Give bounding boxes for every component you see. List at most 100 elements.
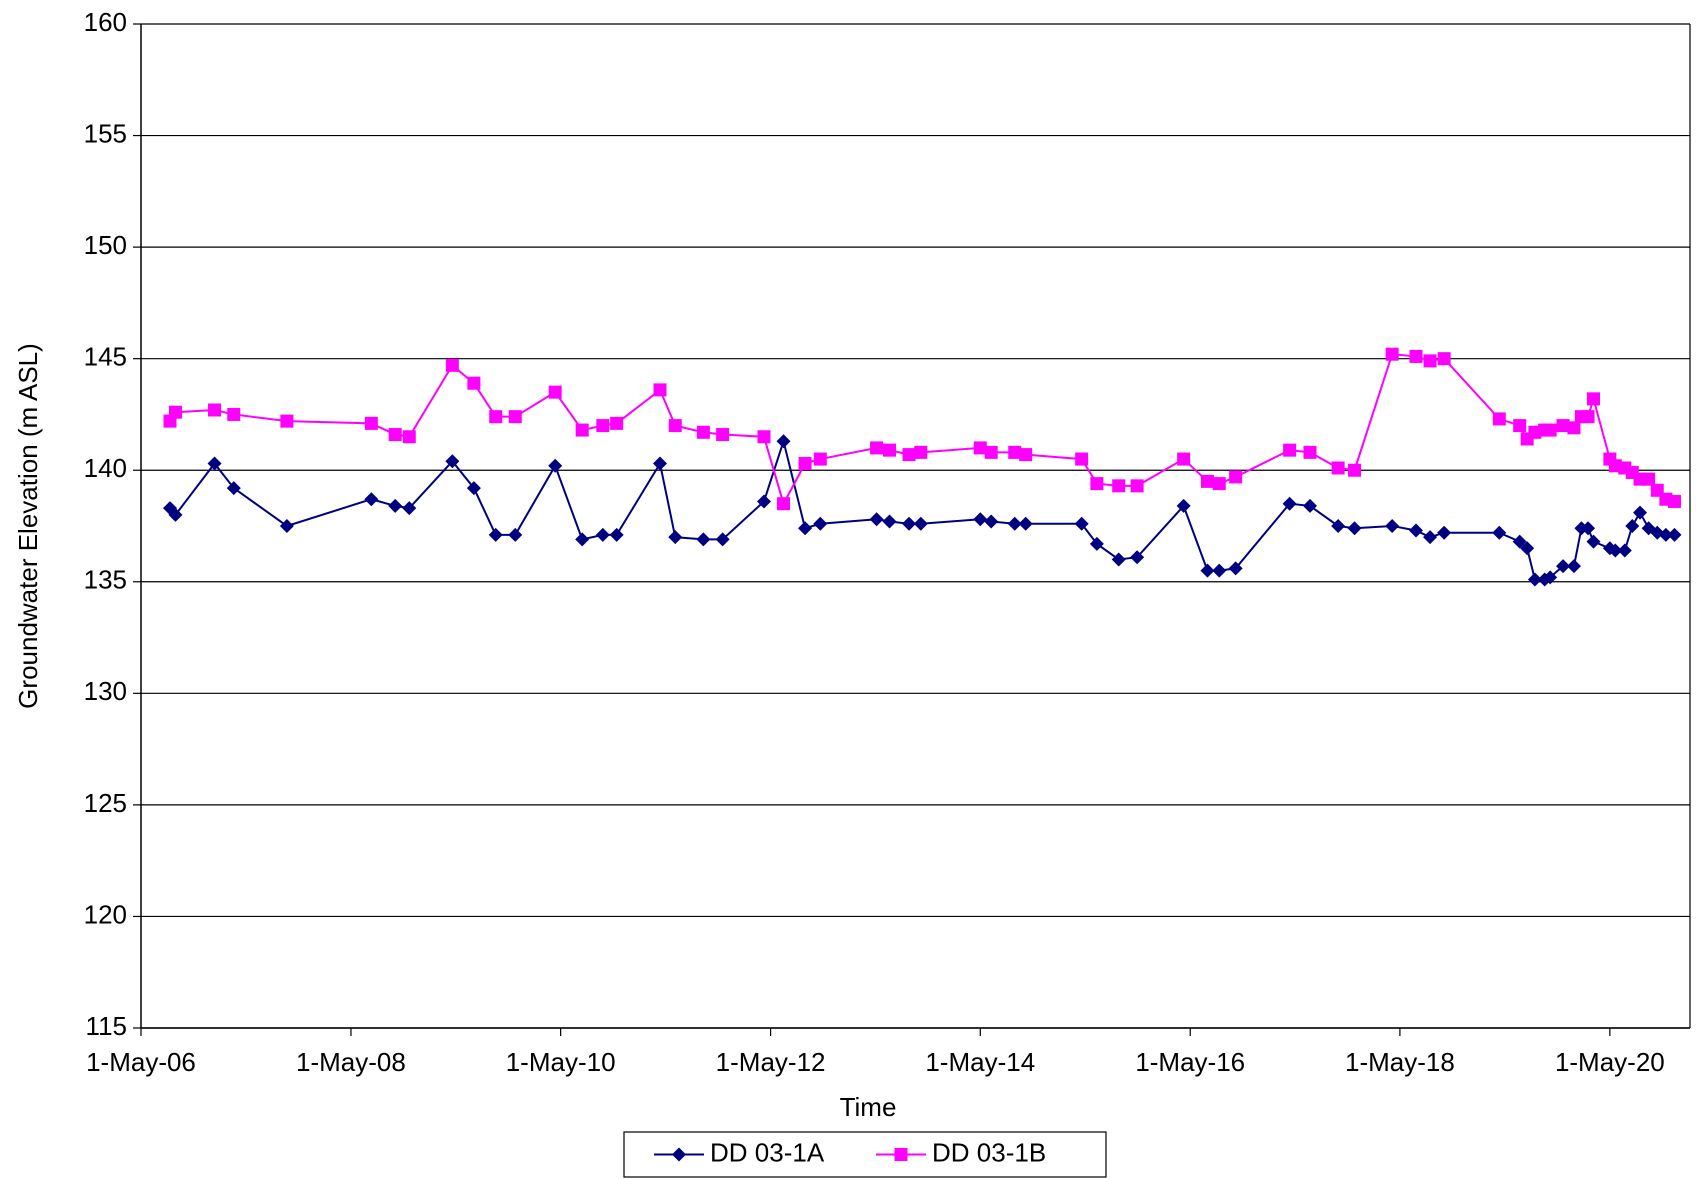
data-point bbox=[445, 358, 459, 372]
data-point bbox=[1556, 419, 1570, 433]
data-point bbox=[1528, 425, 1542, 439]
data-point bbox=[1111, 552, 1126, 567]
data-point bbox=[1008, 445, 1022, 459]
data-point bbox=[1409, 349, 1423, 363]
data-point bbox=[914, 445, 928, 459]
data-point bbox=[1658, 527, 1673, 542]
data-point bbox=[208, 403, 222, 417]
data-point bbox=[1423, 354, 1437, 368]
data-point bbox=[227, 407, 241, 421]
data-point bbox=[445, 454, 460, 469]
data-point bbox=[1283, 443, 1297, 457]
data-point bbox=[883, 443, 897, 457]
data-point bbox=[1089, 536, 1104, 551]
data-point bbox=[1556, 559, 1571, 574]
y-tick-label: 145 bbox=[84, 342, 127, 372]
data-point bbox=[973, 441, 987, 455]
data-point bbox=[575, 532, 590, 547]
data-point bbox=[596, 419, 610, 433]
data-point bbox=[364, 492, 379, 507]
data-point bbox=[757, 430, 771, 444]
data-point bbox=[777, 497, 791, 511]
data-point bbox=[984, 514, 999, 529]
legend-label: DD 03-1A bbox=[710, 1137, 825, 1167]
data-point bbox=[1018, 516, 1033, 531]
data-point bbox=[508, 410, 522, 424]
data-point bbox=[913, 516, 928, 531]
data-point bbox=[207, 456, 222, 471]
data-point bbox=[1212, 563, 1227, 578]
y-tick-label: 125 bbox=[84, 788, 127, 818]
x-tick-label: 1-May-10 bbox=[506, 1047, 616, 1077]
y-tick-label: 115 bbox=[86, 1011, 127, 1041]
data-point bbox=[280, 414, 294, 428]
data-point bbox=[226, 481, 241, 496]
data-point bbox=[1617, 543, 1632, 558]
data-point bbox=[609, 527, 624, 542]
y-tick-label: 135 bbox=[84, 565, 127, 595]
x-tick-label: 1-May-08 bbox=[296, 1047, 406, 1077]
data-point bbox=[756, 494, 771, 509]
data-point bbox=[1112, 479, 1126, 493]
data-point bbox=[1130, 479, 1144, 493]
data-point bbox=[1437, 525, 1452, 540]
data-point bbox=[466, 481, 481, 496]
data-point bbox=[402, 430, 416, 444]
data-point bbox=[1075, 452, 1089, 466]
data-point bbox=[668, 419, 682, 433]
data-point bbox=[1608, 543, 1623, 558]
data-point bbox=[1130, 550, 1145, 565]
series-line bbox=[169, 437, 1675, 581]
y-tick-label: 160 bbox=[84, 7, 127, 37]
y-tick-label: 120 bbox=[84, 899, 127, 929]
data-point bbox=[813, 516, 828, 531]
data-point bbox=[1642, 472, 1656, 486]
data-point bbox=[1074, 516, 1089, 531]
data-point bbox=[1331, 461, 1345, 475]
data-point bbox=[402, 501, 417, 516]
data-point bbox=[508, 527, 523, 542]
data-point bbox=[902, 516, 917, 531]
data-point bbox=[488, 527, 503, 542]
data-point bbox=[1492, 412, 1506, 426]
data-point bbox=[1385, 347, 1399, 361]
data-point bbox=[715, 532, 730, 547]
data-point bbox=[1586, 392, 1600, 406]
data-point bbox=[595, 527, 610, 542]
data-point bbox=[1228, 561, 1243, 576]
data-point bbox=[1229, 470, 1243, 484]
data-point bbox=[168, 405, 182, 419]
data-point bbox=[696, 425, 710, 439]
data-point bbox=[548, 385, 562, 399]
x-tick-label: 1-May-20 bbox=[1555, 1047, 1665, 1077]
y-tick-label: 130 bbox=[84, 676, 127, 706]
data-point bbox=[388, 498, 403, 513]
data-point bbox=[716, 428, 730, 442]
data-point bbox=[1200, 563, 1215, 578]
data-point bbox=[1385, 519, 1400, 533]
data-point bbox=[1492, 525, 1507, 540]
legend-box bbox=[623, 1131, 1107, 1178]
data-point bbox=[1567, 421, 1581, 435]
y-tick-label: 150 bbox=[84, 230, 127, 260]
data-point bbox=[1408, 523, 1423, 538]
data-point bbox=[1520, 541, 1535, 556]
data-point bbox=[653, 456, 668, 471]
data-point bbox=[489, 410, 503, 424]
data-point bbox=[1667, 527, 1682, 542]
data-point bbox=[1581, 521, 1596, 536]
data-point bbox=[364, 416, 378, 430]
x-axis-title: Time bbox=[840, 1092, 897, 1122]
data-point bbox=[1007, 516, 1022, 531]
data-point bbox=[813, 452, 827, 466]
y-tick-label: 155 bbox=[84, 118, 127, 148]
data-point bbox=[869, 512, 884, 527]
data-point bbox=[467, 376, 481, 390]
data-point bbox=[1212, 477, 1226, 491]
data-point bbox=[1586, 534, 1601, 549]
data-point bbox=[1303, 498, 1318, 513]
data-point bbox=[610, 416, 624, 430]
data-point bbox=[1177, 452, 1191, 466]
